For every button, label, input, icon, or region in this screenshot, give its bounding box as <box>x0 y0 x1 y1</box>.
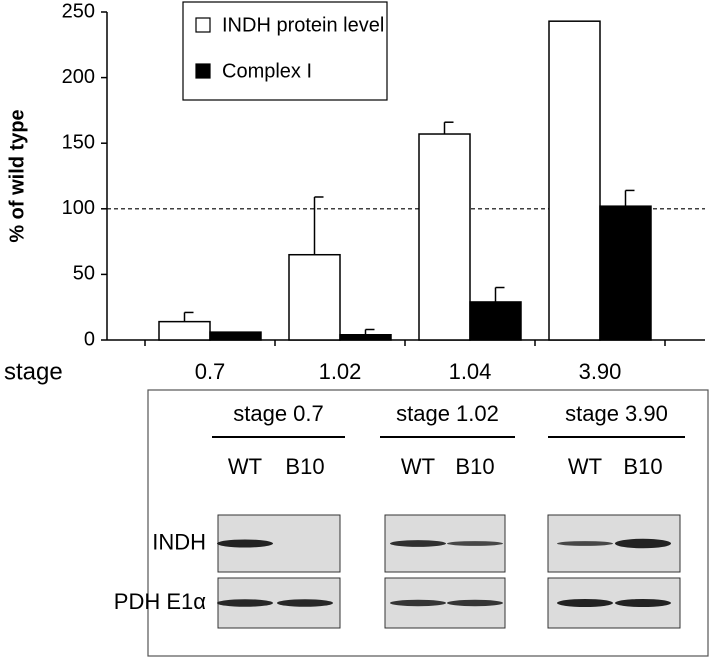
bar <box>209 331 262 341</box>
bar <box>418 133 471 341</box>
x-tick-label: 3.90 <box>579 359 622 384</box>
blot-band <box>615 538 671 549</box>
blot-band <box>390 540 446 547</box>
blot-band <box>217 599 273 607</box>
blot-row-label: INDH <box>152 529 206 554</box>
y-tick-label: 200 <box>62 66 95 88</box>
bar <box>469 301 522 341</box>
blot-band <box>615 599 671 607</box>
bar <box>548 20 601 341</box>
blot-row-label: PDH E1α <box>114 589 206 614</box>
blot-band <box>217 539 273 548</box>
legend-swatch <box>195 17 211 33</box>
blot-band <box>277 599 333 607</box>
bar <box>599 205 652 341</box>
blot-group-label: stage 0.7 <box>233 401 324 426</box>
legend-box <box>182 1 388 101</box>
blot-panel: stage 0.7 WT B10 stage 1.02 WT B10 stage 3.90 W… <box>114 389 709 657</box>
blot-band <box>557 541 613 546</box>
blot-lane-label: B10 <box>285 454 324 479</box>
blot-lane-label: B10 <box>455 454 494 479</box>
x-tick-label: 1.04 <box>449 359 492 384</box>
bar <box>339 334 392 341</box>
blot-band <box>447 541 503 546</box>
y-tick-label: 0 <box>84 328 95 350</box>
legend-label: Complex I <box>222 60 312 82</box>
blot-lane-label: B10 <box>623 454 662 479</box>
bar <box>288 253 341 341</box>
y-tick-label: 100 <box>62 197 95 219</box>
y-tick-label: 250 <box>62 0 95 22</box>
blot-band <box>390 599 446 607</box>
y-tick-label: 150 <box>62 131 95 153</box>
blot-group-label: stage 3.90 <box>565 401 668 426</box>
blot-lane-label: WT <box>401 454 435 479</box>
bar <box>158 320 211 341</box>
y-tick-label: 50 <box>73 263 95 285</box>
y-axis-label: % of wild type <box>6 109 28 242</box>
blot-lane-label: WT <box>568 454 602 479</box>
x-tick-label: 1.02 <box>319 359 362 384</box>
blot-band <box>557 599 613 607</box>
blot-lane-label: WT <box>228 454 262 479</box>
blot-band <box>447 599 503 607</box>
blot-group-label: stage 1.02 <box>396 401 499 426</box>
legend-label: INDH protein level <box>222 14 384 36</box>
legend-swatch <box>195 63 211 79</box>
x-tick-label: 0.7 <box>195 359 226 384</box>
x-axis-label: stage <box>4 358 63 385</box>
